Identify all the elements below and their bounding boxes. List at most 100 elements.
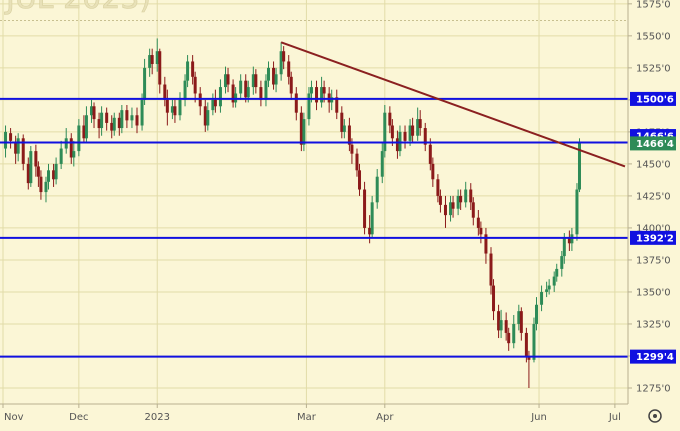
- candle-body: [562, 238, 566, 257]
- candle-body: [517, 311, 521, 324]
- y-tick-label: 1325'0: [636, 319, 671, 330]
- candle-body: [370, 202, 374, 235]
- candle-body: [59, 148, 63, 164]
- candle-body: [178, 99, 182, 116]
- candle-body: [206, 110, 210, 126]
- candle-body: [347, 125, 351, 145]
- candle-body: [279, 51, 283, 75]
- candle-body: [143, 67, 147, 100]
- x-tick-label: Dec: [69, 412, 88, 423]
- candle-body: [105, 112, 109, 123]
- candle-body: [274, 74, 278, 85]
- candle-body: [120, 110, 124, 129]
- candle-body: [560, 256, 564, 269]
- candle-body: [527, 355, 531, 360]
- candle-body: [140, 99, 144, 126]
- candle-body: [173, 106, 177, 116]
- candle-body: [100, 112, 104, 129]
- watermark-text: JUL 2023): [4, 0, 151, 16]
- candle-body: [193, 76, 197, 94]
- candle-body: [315, 87, 319, 103]
- candle-body: [89, 106, 93, 116]
- candle-body: [29, 151, 33, 184]
- gear-icon[interactable]: [648, 409, 662, 423]
- candle-body: [110, 122, 114, 131]
- candle-body: [289, 76, 293, 94]
- candle-body: [294, 93, 298, 113]
- candle-body: [383, 112, 387, 152]
- candle-body: [524, 332, 528, 356]
- candle-body: [512, 323, 516, 344]
- candle-body: [135, 115, 139, 126]
- x-tick-label: Nov: [4, 412, 24, 423]
- candle-body: [375, 176, 379, 203]
- candle-body: [492, 285, 496, 312]
- y-tick-label: 1375'0: [636, 255, 671, 266]
- candle-body: [443, 204, 447, 216]
- candle-body: [436, 179, 440, 196]
- candle-body: [451, 202, 455, 209]
- candle-body: [203, 106, 207, 126]
- candle-body: [459, 195, 463, 203]
- candle-body: [363, 189, 367, 228]
- candle-body: [224, 74, 228, 88]
- candle-body: [125, 110, 129, 121]
- candle-body: [388, 112, 392, 126]
- candle-body: [380, 151, 384, 177]
- y-tick-label: 1400'0: [636, 223, 671, 234]
- level-badge-bg: [630, 349, 676, 364]
- candle-body: [395, 138, 399, 152]
- gear-icon-center: [653, 414, 657, 418]
- y-tick-label: 1550'0: [636, 31, 671, 42]
- candle-body: [54, 163, 58, 180]
- x-tick-label: Jun: [530, 412, 547, 423]
- candle-body: [97, 119, 101, 129]
- candle-body: [155, 51, 159, 65]
- candle-body: [239, 80, 243, 94]
- candle-body: [519, 311, 523, 333]
- candle-body: [9, 133, 13, 141]
- candle-body: [577, 142, 581, 190]
- candle-body: [532, 323, 536, 360]
- candle-body: [4, 131, 8, 149]
- candle-body: [335, 97, 339, 113]
- candle-body: [82, 125, 86, 139]
- x-axis-labels: Nov Dec 2023 Mar Apr Jun Jul: [2, 404, 621, 423]
- candle-body: [320, 87, 324, 103]
- candle-body: [552, 276, 556, 286]
- candle-body: [471, 202, 475, 218]
- candle-body: [479, 227, 483, 235]
- candle-body: [431, 163, 435, 180]
- settings-button[interactable]: [648, 409, 662, 423]
- candle-body: [69, 138, 73, 158]
- candle-body: [507, 332, 511, 344]
- candle-body: [302, 119, 306, 145]
- candle-body: [246, 87, 250, 98]
- candle-body: [92, 106, 96, 120]
- candle-body: [254, 74, 258, 88]
- candle-body: [368, 227, 372, 235]
- candle-body: [540, 291, 544, 305]
- candle-body: [165, 99, 169, 113]
- candle-body: [244, 80, 248, 98]
- candle-body: [259, 87, 263, 100]
- candle-body: [52, 170, 56, 180]
- candle-body: [418, 119, 422, 129]
- candle-body: [251, 74, 255, 88]
- candle-body: [355, 153, 359, 171]
- candle-body: [282, 51, 286, 62]
- candle-body: [170, 106, 174, 113]
- candle-body: [469, 189, 473, 203]
- candle-body: [428, 144, 432, 164]
- candle-body: [39, 176, 43, 193]
- candle-body: [575, 189, 579, 235]
- candle-body: [26, 163, 30, 184]
- candle-body: [191, 61, 195, 77]
- candle-body: [342, 125, 346, 132]
- x-tick-label: Apr: [376, 412, 394, 423]
- candle-body: [390, 125, 394, 139]
- candle-body: [408, 125, 412, 141]
- candle-body: [299, 112, 303, 145]
- candle-body: [504, 320, 508, 333]
- level-badge-bg: [630, 136, 676, 151]
